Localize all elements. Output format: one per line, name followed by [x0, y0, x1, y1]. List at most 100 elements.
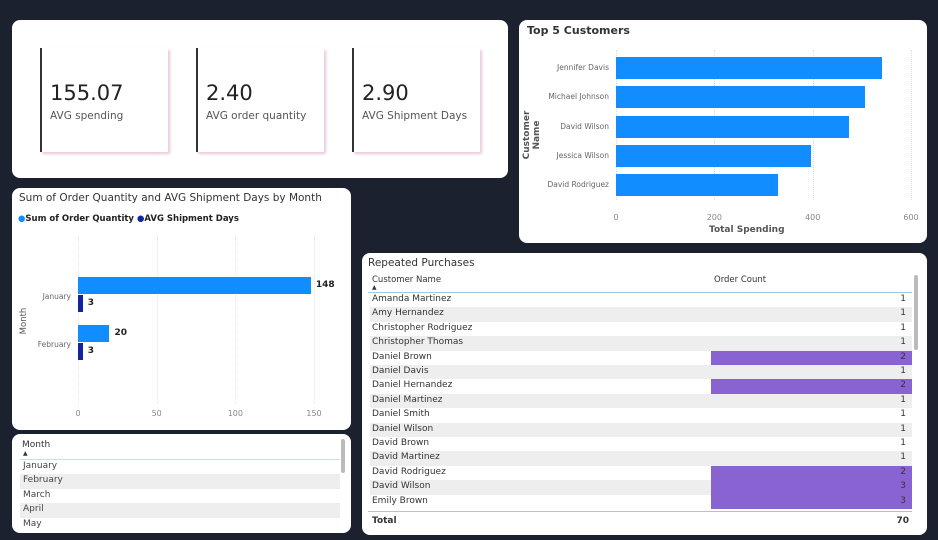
bar[interactable] — [616, 144, 812, 167]
y-tick-label: Jessica Wilson — [556, 150, 610, 160]
slicer-item[interactable]: April — [20, 503, 340, 518]
x-axis-title: Total Spending — [709, 225, 785, 235]
column-header-customer-name[interactable]: Customer Name — [372, 275, 442, 285]
table-title: Repeated Purchases — [368, 257, 475, 269]
table-row[interactable]: David Rodriguez 2 — [370, 465, 912, 481]
slicer-item-label: April — [23, 504, 44, 515]
y-tick-label: Michael Johnson — [548, 92, 609, 102]
scrollbar[interactable] — [914, 275, 918, 350]
x-tick-label: 150 — [306, 409, 322, 418]
table-row[interactable]: Daniel Davis 1 — [370, 365, 912, 380]
slicer-item-label: February — [23, 475, 63, 486]
legend-dot-icon: ● — [136, 214, 145, 224]
order-count-highlight — [711, 379, 912, 394]
x-tick-label: 0 — [75, 409, 81, 418]
table-row[interactable]: Daniel Brown 2 — [370, 350, 912, 365]
x-tick-label: 0 — [613, 213, 619, 222]
slicer-item[interactable]: March — [20, 488, 340, 504]
column-header-order-count[interactable]: Order Count — [714, 275, 767, 285]
order-count-cell: 1 — [900, 409, 906, 420]
y-tick-label: February — [37, 340, 71, 349]
slicer-item[interactable]: February — [20, 474, 340, 489]
bar[interactable] — [616, 86, 866, 109]
x-tick-label: 100 — [227, 409, 243, 418]
y-tick-label: David Rodriguez — [547, 180, 610, 190]
legend: ●Sum of Order Quantity ●AVG Shipment Day… — [18, 214, 239, 224]
table-row[interactable]: Daniel Martinez 1 — [370, 393, 912, 409]
gridline — [911, 50, 912, 200]
order-count-cell: 2 — [900, 351, 906, 362]
data-label: 20 — [114, 328, 127, 338]
order-count-cell: 1 — [900, 438, 906, 448]
table-row[interactable]: Daniel Wilson 1 — [370, 422, 912, 437]
gridline — [156, 236, 158, 404]
order-count-cell: 1 — [900, 294, 906, 304]
customer-name-cell: David Brown — [372, 438, 430, 448]
slicer-item[interactable]: January — [20, 460, 340, 475]
bar[interactable] — [78, 325, 110, 342]
slicer-item[interactable]: May — [20, 517, 340, 532]
order-count-cell: 1 — [900, 452, 906, 463]
customer-name-cell: Daniel Wilson — [372, 423, 434, 434]
y-axis-title: Month — [19, 307, 29, 335]
table-row[interactable]: Daniel Hernandez 2 — [370, 379, 912, 394]
order-count-cell: 1 — [900, 337, 906, 348]
legend-dot-icon: ● — [18, 214, 26, 224]
order-count-highlight — [711, 494, 912, 509]
x-tick-label: 200 — [706, 213, 722, 222]
table-row[interactable]: Amy Hernandez 1 — [370, 307, 912, 322]
order-count-cell: 3 — [900, 481, 906, 492]
order-count-cell: 2 — [900, 380, 906, 391]
kpi-panel: 155.07 AVG spending 2.40 AVG order quantit… — [12, 20, 508, 178]
kpi-value: 2.90 — [362, 81, 409, 105]
kpi-value: 155.07 — [50, 81, 124, 105]
customer-name-cell: Amy Hernandez — [372, 308, 444, 319]
table-row[interactable]: Christopher Rodriguez 1 — [370, 322, 912, 336]
customer-name-cell: Christopher Thomas — [372, 337, 464, 348]
customer-name-cell: Daniel Hernandez — [372, 380, 453, 391]
kpi-value: 2.40 — [206, 81, 253, 105]
repeated-purchases-table: Repeated Purchases Customer Name ▲ Order… — [362, 253, 927, 535]
table-row[interactable]: David Brown 1 — [370, 437, 912, 451]
table-row[interactable]: Emily Brown 3 — [370, 494, 912, 509]
kpi-label: AVG order quantity — [206, 110, 307, 122]
customer-name-cell: Christopher Rodriguez — [372, 322, 473, 333]
table-row[interactable]: Christopher Thomas 1 — [370, 336, 912, 351]
y-axis-title: Customer Name — [522, 110, 542, 160]
table-row[interactable]: Amanda Martinez 1 — [370, 293, 912, 307]
bar[interactable] — [616, 174, 779, 197]
gridline — [78, 236, 79, 404]
kpi-card-avg-shipment-days: 2.90 AVG Shipment Days — [352, 48, 480, 152]
customer-name-cell: Emily Brown — [372, 495, 428, 506]
order-count-cell: 1 — [900, 322, 906, 333]
bar[interactable] — [78, 343, 83, 360]
slicer-item-label: January — [23, 461, 58, 471]
bar[interactable] — [78, 277, 311, 294]
customer-name-cell: Daniel Brown — [372, 351, 432, 362]
order-count-highlight — [711, 465, 912, 481]
total-value: 70 — [896, 516, 909, 526]
x-tick-label: 400 — [805, 213, 821, 222]
bar[interactable] — [616, 115, 850, 138]
customer-name-cell: Daniel Smith — [372, 409, 430, 420]
slicer-item-label: March — [23, 489, 51, 500]
order-qty-shipment-chart: Sum of Order Quantity and AVG Shipment D… — [12, 188, 351, 430]
kpi-label: AVG spending — [50, 110, 124, 122]
month-slicer: Month ▲ January February March April May — [12, 434, 351, 533]
order-count-cell: 3 — [900, 495, 906, 506]
table-row[interactable]: David Wilson 3 — [370, 480, 912, 495]
customer-name-cell: David Martinez — [372, 452, 440, 463]
x-tick-label: 50 — [151, 409, 162, 418]
order-count-highlight — [711, 350, 912, 365]
table-row[interactable]: David Martinez 1 — [370, 451, 912, 466]
kpi-label: AVG Shipment Days — [362, 110, 468, 122]
table-row[interactable]: Daniel Smith 1 — [370, 408, 912, 422]
scrollbar[interactable] — [341, 439, 345, 473]
bar[interactable] — [78, 295, 83, 312]
sort-arrow-icon[interactable]: ▲ — [23, 450, 28, 457]
slicer-header: Month — [22, 440, 51, 450]
sort-arrow-icon[interactable]: ▲ — [372, 284, 377, 291]
data-label: 3 — [87, 346, 94, 356]
bar[interactable] — [616, 57, 882, 79]
data-label: 3 — [87, 298, 94, 308]
